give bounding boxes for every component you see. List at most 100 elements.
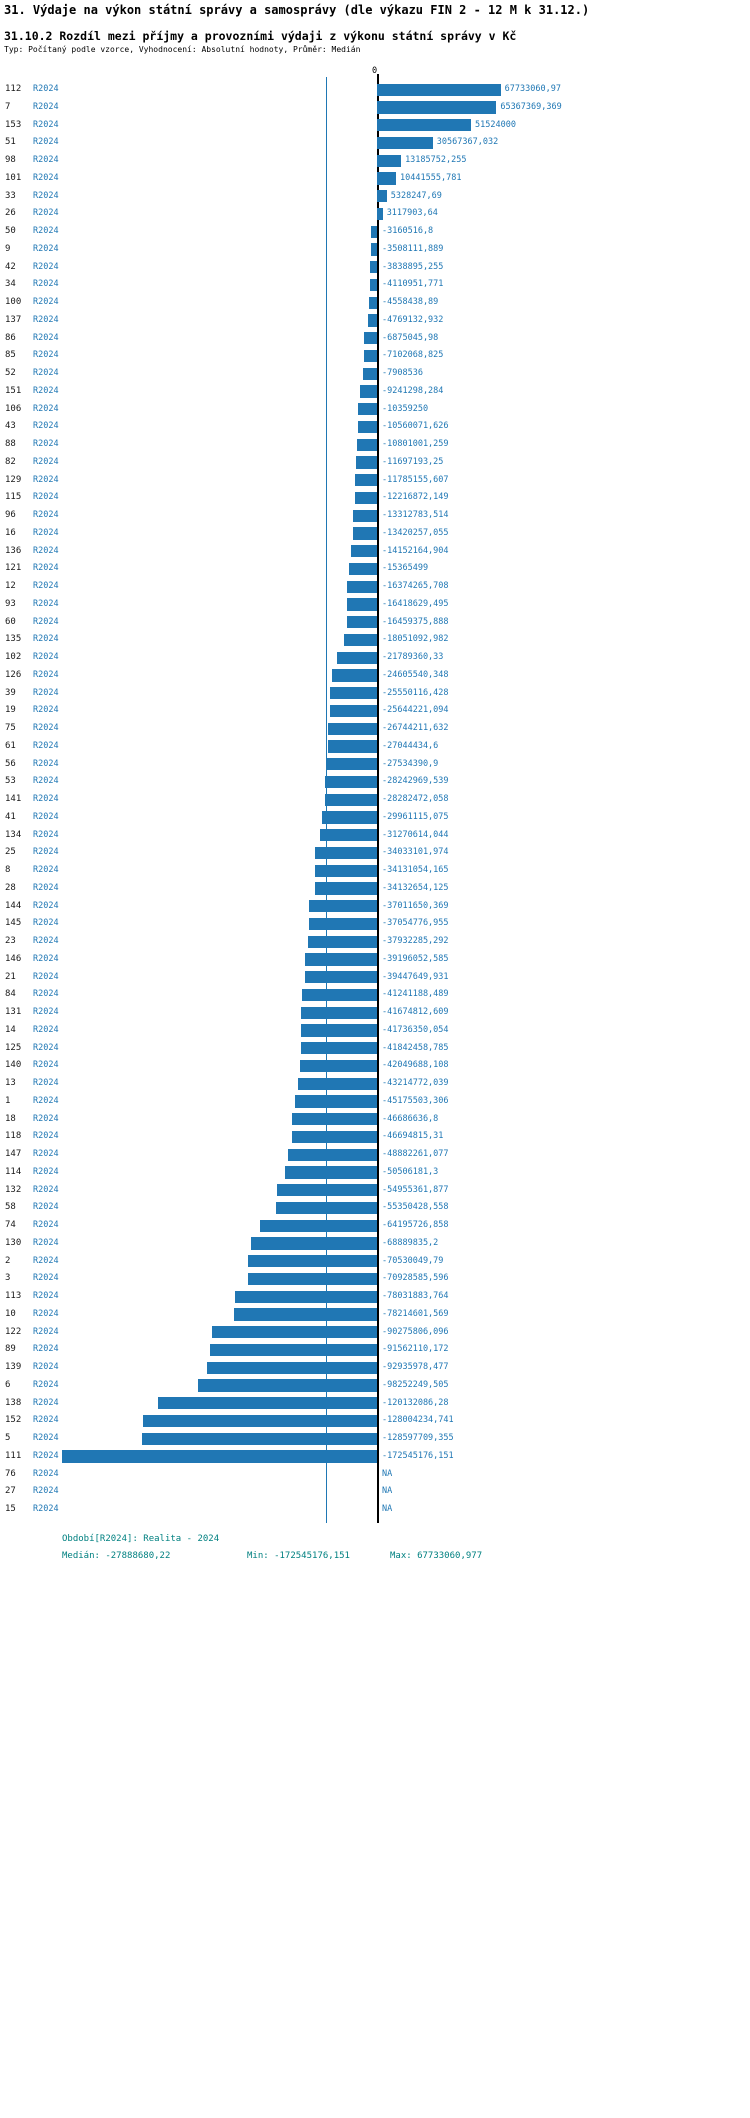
chart-row: 129 R2024 -11785155,607 [0, 472, 750, 490]
value-label: -39196052,585 [382, 953, 449, 964]
row-series-label: R2024 [33, 84, 59, 94]
chart-row: 58 R2024 -55350428,558 [0, 1199, 750, 1217]
value-bar [354, 491, 377, 505]
row-id: 42 [5, 261, 16, 272]
value-bar [328, 722, 377, 735]
value-bar [157, 1397, 377, 1410]
footer-median: Medián: -27888680,22 [62, 1551, 171, 1561]
row-series-label: R2024 [33, 1149, 59, 1159]
chart-rows-host: 112 R2024 67733060,97 7 R2024 65367369,369 153… [0, 81, 750, 1519]
row-series-label: R2024 [33, 705, 59, 716]
row-id: 60 [5, 616, 16, 627]
row-series-label: R2024 [33, 1397, 59, 1408]
row-id: 93 [5, 598, 16, 609]
row-id: 12 [5, 581, 16, 591]
value-label: -34033101,974 [382, 847, 449, 858]
row-id: 58 [5, 1202, 16, 1213]
row-series-label: R2024 [33, 439, 59, 449]
value-bar [305, 953, 377, 966]
row-id: 115 [5, 492, 22, 503]
chart-row: 84 R2024 -41241188,489 [0, 986, 750, 1004]
row-series-label: R2024 [33, 1468, 59, 1479]
value-label: -29961115,075 [382, 811, 449, 822]
value-label: NA [382, 1486, 393, 1497]
row-id: 2 [5, 1255, 11, 1266]
value-bar [377, 136, 433, 150]
row-id: 147 [5, 1149, 22, 1159]
chart-row: 26 R2024 3117903,64 [0, 205, 750, 223]
value-bar [364, 349, 377, 363]
value-bar [314, 882, 377, 895]
chart-row: 27 R2024 NA [0, 1483, 750, 1501]
row-series-label: R2024 [33, 1255, 59, 1266]
chart-row: 56 R2024 -27534390,9 [0, 756, 750, 774]
value-bar [377, 83, 501, 96]
value-bar [309, 917, 377, 931]
value-label: -7908536 [382, 368, 423, 378]
row-series-label: R2024 [33, 900, 59, 911]
row-id: 86 [5, 332, 16, 343]
chart-row: 121 R2024 -15365499 [0, 560, 750, 578]
value-bar [368, 314, 377, 327]
value-label: -28282472,058 [382, 794, 449, 804]
row-series-label: R2024 [33, 190, 59, 201]
chart-row: 23 R2024 -37932285,292 [0, 933, 750, 951]
row-series-label: R2024 [33, 527, 59, 538]
value-label: -92935978,477 [382, 1362, 449, 1372]
value-bar [300, 1059, 377, 1073]
chart-row: 112 R2024 67733060,97 [0, 81, 750, 99]
row-id: 118 [5, 1131, 22, 1142]
value-label: -37011650,369 [382, 900, 449, 911]
value-label: -128597709,355 [382, 1433, 454, 1443]
chart-row: 76 R2024 NA [0, 1466, 750, 1484]
chart-row: 9 R2024 -3508111,889 [0, 241, 750, 259]
row-series-label: R2024 [33, 226, 59, 236]
row-series-label: R2024 [33, 137, 59, 148]
row-series-label: R2024 [33, 1060, 59, 1071]
row-series-label: R2024 [33, 297, 59, 307]
chart-row: 6 R2024 -98252249,505 [0, 1377, 750, 1395]
value-label: -91562110,172 [382, 1344, 449, 1355]
value-bar [326, 758, 377, 771]
row-id: 76 [5, 1468, 16, 1479]
value-label: -21789360,33 [382, 652, 444, 662]
value-bar [309, 900, 377, 913]
row-series-label: R2024 [33, 971, 59, 982]
row-id: 153 [5, 119, 22, 130]
row-series-label: R2024 [33, 1184, 59, 1195]
value-label: -25550116,428 [382, 687, 449, 698]
value-label: -28242969,539 [382, 776, 449, 787]
bar-chart: 112 R2024 67733060,97 7 R2024 65367369,369 153… [0, 74, 750, 1523]
footer-min: Min: -172545176,151 [247, 1551, 350, 1561]
value-bar [351, 545, 377, 558]
value-label: -50506181,3 [382, 1166, 439, 1177]
row-id: 100 [5, 297, 22, 307]
value-label: -90275806,096 [382, 1326, 449, 1337]
value-bar [251, 1237, 377, 1250]
chart-row: 93 R2024 -16418629,495 [0, 596, 750, 614]
value-label: -9241298,284 [382, 385, 444, 396]
value-bar [325, 775, 377, 789]
value-bar [319, 829, 377, 842]
row-series-label: R2024 [33, 758, 59, 769]
row-id: 26 [5, 208, 16, 219]
value-label: -41736350,054 [382, 1024, 449, 1035]
row-id: 84 [5, 989, 16, 1000]
value-label: -70928585,596 [382, 1273, 449, 1284]
row-id: 43 [5, 421, 16, 432]
value-label: -70530049,79 [382, 1255, 444, 1266]
row-series-label: R2024 [33, 616, 59, 627]
value-label: -11697193,25 [382, 456, 444, 467]
value-bar [314, 846, 377, 860]
value-label: -39447649,931 [382, 971, 449, 982]
value-bar [360, 385, 377, 398]
value-label: -13312783,514 [382, 510, 449, 520]
row-series-label: R2024 [33, 563, 59, 574]
row-id: 53 [5, 776, 16, 787]
row-series-label: R2024 [33, 1007, 59, 1017]
value-label: -16459375,888 [382, 616, 449, 627]
row-id: 112 [5, 84, 22, 94]
value-bar [370, 243, 377, 256]
value-bar [364, 332, 377, 345]
